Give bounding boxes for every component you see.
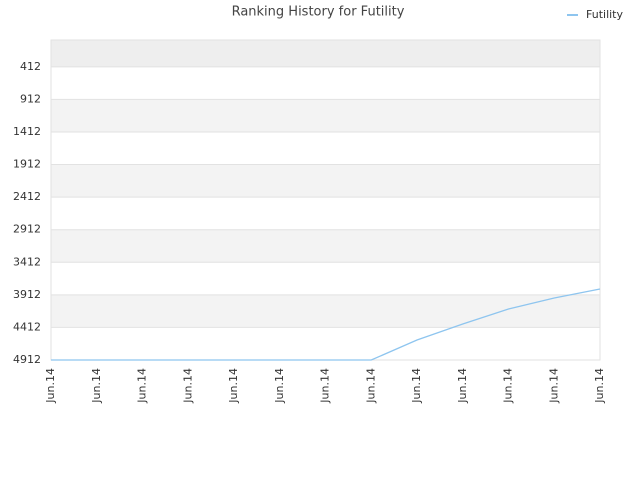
band (51, 294, 600, 328)
y-tick-label: 3912 (13, 288, 41, 301)
band (51, 40, 600, 67)
x-tick-label: Jun.14 (181, 368, 194, 404)
band (51, 164, 600, 198)
line (51, 288, 601, 361)
y-tick-label: 2412 (13, 190, 41, 203)
x-tick-label: Jun.14 (547, 368, 560, 404)
y-tick-label: 1412 (13, 125, 41, 138)
x-tick-label: Jun.14 (136, 368, 149, 404)
y-tick-label: 912 (20, 92, 41, 105)
x-tick-label: Jun.14 (410, 368, 423, 404)
y-tick-label: 4412 (13, 320, 41, 333)
y-tick-label: 3412 (13, 255, 41, 268)
y-tick-label: 4912 (13, 353, 41, 366)
x-tick-label: Jun.14 (273, 368, 286, 404)
y-tick-label: 2912 (13, 223, 41, 236)
band (51, 99, 600, 132)
x-tick-label: Jun.14 (90, 368, 103, 404)
y-tick-label: 412 (20, 60, 41, 73)
x-tick-label: Jun.14 (44, 368, 57, 404)
x-tick-label: Jun.14 (319, 368, 332, 404)
x-tick-label: Jun.14 (593, 368, 606, 404)
band (51, 229, 600, 263)
x-tick-label: Jun.14 (502, 368, 515, 404)
x-tick-label: Jun.14 (456, 368, 469, 404)
chart-title: Ranking History for Futility (232, 5, 405, 20)
x-tick-label: Jun.14 (227, 368, 240, 404)
legend-label: Futility (586, 8, 623, 21)
x-tick-label: Jun.14 (364, 368, 377, 404)
y-tick-label: 1912 (13, 158, 41, 171)
